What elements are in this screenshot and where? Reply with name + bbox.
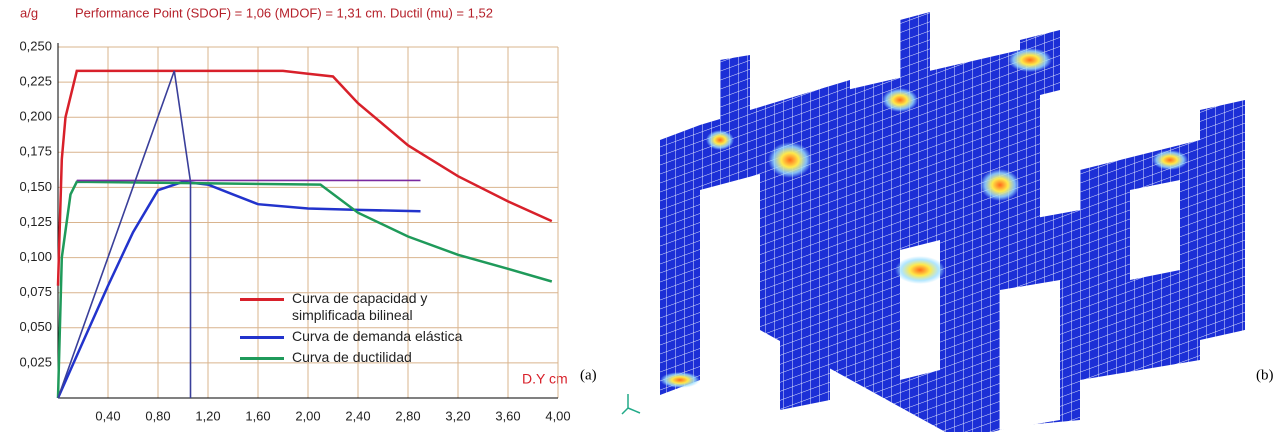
x-tick-label: 4,00: [545, 408, 570, 423]
x-tick-label: 1,60: [245, 408, 270, 423]
y-tick-label: 0,075: [19, 284, 52, 299]
legend-item: Curva de ductilidad: [238, 349, 518, 366]
legend: Curva de capacidad y simplificada biline…: [238, 290, 518, 370]
x-tick-label: 2,00: [295, 408, 320, 423]
x-tick-label: 3,60: [495, 408, 520, 423]
legend-label: Curva de demanda elástica: [292, 328, 463, 344]
x-tick-label: 2,40: [345, 408, 370, 423]
series-line: [56, 180, 553, 399]
y-tick-label: 0,175: [19, 144, 52, 159]
legend-swatch: [240, 298, 284, 301]
legend-swatch: [240, 357, 284, 360]
y-axis-label: a/g: [20, 5, 38, 20]
panel-label: (b): [1256, 367, 1274, 383]
legend-label: Curva de capacidad y simplificada biline…: [292, 290, 428, 323]
legend-swatch: [240, 336, 284, 339]
y-tick-label: 0,100: [19, 249, 52, 264]
x-axis-label: D.Y cm: [522, 371, 568, 387]
series-line: [56, 69, 553, 286]
y-tick-label: 0,125: [19, 214, 52, 229]
x-tick-label: 0,80: [145, 408, 170, 423]
y-tick-label: 0,250: [19, 38, 52, 53]
x-tick-label: 3,20: [445, 408, 470, 423]
y-tick-label: 0,225: [19, 74, 52, 89]
x-tick-label: 1,20: [195, 408, 220, 423]
y-tick-label: 0,150: [19, 179, 52, 194]
x-tick-label: 2,80: [395, 408, 420, 423]
fem-model: [621, 12, 1245, 437]
legend-item: Curva de demanda elástica: [238, 328, 518, 345]
chart-title: Performance Point (SDOF) = 1,06 (MDOF) =…: [75, 5, 493, 20]
plot: 0,025 0,050 0,075 0,100 0,125 0,150 0,175 0,200…: [19, 38, 570, 423]
y-tick-label: 0,200: [19, 109, 52, 124]
y-tick-label: 0,050: [19, 319, 52, 334]
y-tick-label: 0,025: [19, 354, 52, 369]
series-line: [57, 70, 192, 399]
x-tick-label: 0,40: [95, 408, 120, 423]
panel-label: (a): [580, 367, 597, 383]
legend-label: Curva de ductilidad: [292, 349, 412, 365]
legend-item: Curva de capacidad y simplificada biline…: [238, 290, 518, 324]
